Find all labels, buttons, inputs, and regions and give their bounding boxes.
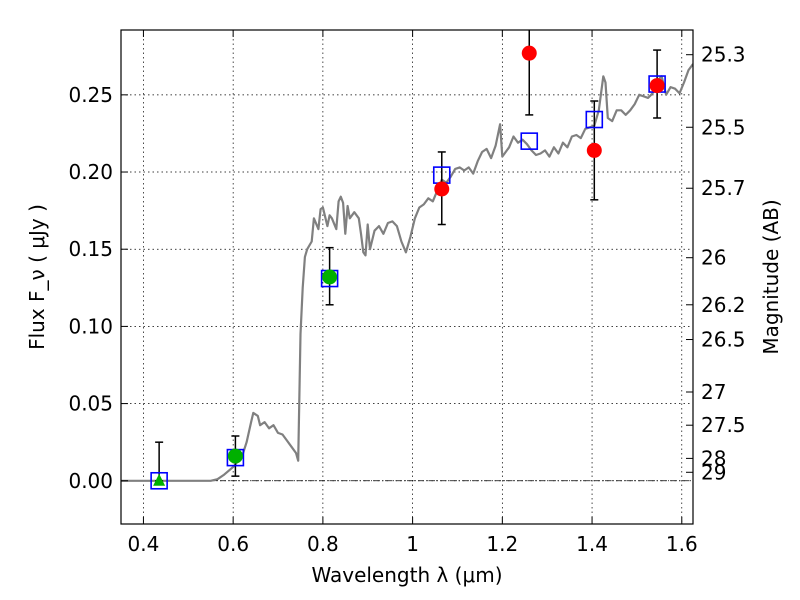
model-spectrum-line bbox=[121, 63, 693, 482]
y2-tick-label: 25.3 bbox=[701, 43, 746, 67]
y-axis-label: Flux F_ν ( μJy ) bbox=[25, 204, 49, 350]
y2-tick-label: 29 bbox=[701, 460, 726, 484]
observed-nir-point bbox=[649, 78, 665, 94]
x-axis-label: Wavelength λ (μm) bbox=[311, 563, 502, 587]
y2-tick-label: 28 bbox=[701, 446, 726, 470]
y2-tick-label: 25.5 bbox=[701, 115, 746, 139]
plot-content bbox=[121, 30, 693, 490]
y2-tick-label: 26.2 bbox=[701, 293, 746, 317]
y2-tick-label: 26.5 bbox=[701, 328, 746, 352]
y-tick-label: 0.15 bbox=[68, 237, 113, 261]
observed-nir-point bbox=[521, 45, 537, 61]
x-tick-label: 0.8 bbox=[307, 532, 339, 556]
y-tick-label: 0.05 bbox=[68, 392, 113, 416]
y-tick-label: 0.00 bbox=[68, 469, 113, 493]
y2-tick-label: 27.5 bbox=[701, 413, 746, 437]
model-band-square bbox=[520, 132, 539, 150]
observed-nir-point bbox=[586, 142, 602, 158]
observed-optical-point bbox=[227, 448, 243, 464]
observed-optical-point bbox=[322, 269, 338, 285]
y2-tick-label: 26 bbox=[701, 246, 726, 270]
x-tick-label: 0.6 bbox=[217, 532, 249, 556]
y-tick-label: 0.10 bbox=[68, 314, 113, 338]
x-tick-label: 1.4 bbox=[576, 532, 608, 556]
x-tick-label: 1 bbox=[406, 532, 419, 556]
y2-tick-label: 27 bbox=[701, 380, 726, 404]
plot-frame bbox=[120, 29, 694, 525]
y-tick-label: 0.25 bbox=[68, 83, 113, 107]
model-band-square bbox=[585, 110, 604, 129]
observed-triangle-point bbox=[153, 473, 166, 486]
x-tick-label: 0.4 bbox=[128, 532, 160, 556]
y2-axis-label: Magnitude (AB) bbox=[759, 199, 783, 354]
x-tick-label: 1.6 bbox=[666, 532, 698, 556]
observed-nir-point bbox=[434, 181, 450, 197]
y2-tick-label: 25.7 bbox=[701, 176, 746, 200]
x-tick-label: 1.2 bbox=[486, 532, 518, 556]
ticks: 0.4 0.6 0.8 1 1.2 1.4 1.6 0.00 0.05 0.10 0.15 0.20 0… bbox=[68, 30, 746, 556]
model-band-square bbox=[150, 471, 168, 490]
grid bbox=[121, 30, 693, 524]
y-tick-label: 0.20 bbox=[68, 160, 113, 184]
